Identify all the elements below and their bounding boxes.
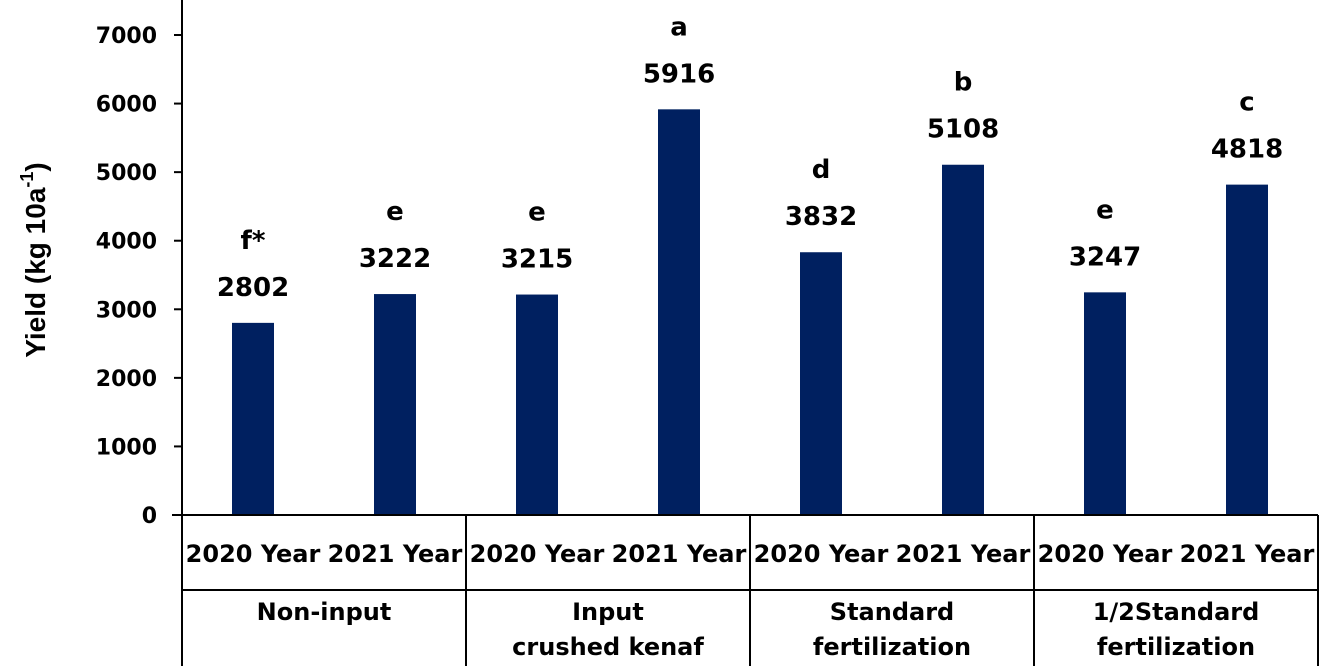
data-label-value: 5916 bbox=[643, 59, 715, 89]
data-label-value: 3832 bbox=[785, 202, 857, 232]
y-axis-tick-labels: 0 1000 2000 3000 4000 5000 6000 7000 bbox=[96, 24, 157, 529]
data-label-letter: c bbox=[1239, 88, 1254, 118]
group-label: fertilization bbox=[813, 633, 971, 661]
data-label-letter: e bbox=[528, 198, 546, 228]
data-label-letter: e bbox=[386, 197, 404, 227]
group-label: Non-input bbox=[257, 598, 392, 626]
y-tick-label: 2000 bbox=[96, 367, 157, 392]
y-tick-label: 6000 bbox=[96, 93, 157, 118]
data-label-value: 3247 bbox=[1069, 242, 1141, 272]
data-label-value: 3215 bbox=[501, 245, 573, 275]
group-label: 1/2Standard bbox=[1093, 598, 1260, 626]
bars bbox=[232, 109, 1268, 516]
data-label-letter: b bbox=[954, 68, 973, 98]
x-tick-label: 2020 Year bbox=[754, 540, 889, 568]
x-tick-label: 2020 Year bbox=[470, 540, 605, 568]
bar bbox=[232, 322, 274, 515]
x-tick-label: 2021 Year bbox=[1180, 540, 1315, 568]
group-label: Standard bbox=[830, 598, 954, 626]
data-label-letter: a bbox=[670, 12, 688, 42]
group-label: fertilization bbox=[1097, 633, 1255, 661]
x-tick-label: 2021 Year bbox=[896, 540, 1031, 568]
data-label-value: 5108 bbox=[927, 115, 999, 145]
x-tick-label: 2021 Year bbox=[612, 540, 747, 568]
y-tick-label: 4000 bbox=[96, 230, 157, 255]
x-axis-group-labels: Non-input Input crushed kenaf Standard ferti… bbox=[257, 598, 1260, 661]
x-tick-label: 2020 Year bbox=[186, 540, 321, 568]
data-label-value: 4818 bbox=[1211, 135, 1283, 165]
axes bbox=[172, 0, 1319, 666]
bar bbox=[516, 294, 558, 515]
data-label-value: 3222 bbox=[359, 244, 431, 274]
group-label: Input bbox=[572, 598, 644, 626]
data-label-value: 2802 bbox=[217, 273, 289, 303]
y-tick-label: 1000 bbox=[96, 435, 157, 460]
x-axis-category-labels: 2020 Year 2021 Year 2020 Year 2021 Year 2020… bbox=[186, 540, 1315, 568]
y-tick-label: 3000 bbox=[96, 298, 157, 323]
data-labels: 2802 f* 3222 e 3215 e 5916 a 3832 d 5108 b 3247 e 4818… bbox=[217, 12, 1283, 303]
data-label-letter: e bbox=[1096, 195, 1114, 225]
data-label-letter: f* bbox=[241, 226, 266, 256]
bar bbox=[1226, 184, 1268, 515]
y-axis-title: Yield (kg 10a-1) bbox=[17, 162, 51, 358]
y-tick-label: 7000 bbox=[96, 24, 157, 49]
x-tick-label: 2020 Year bbox=[1038, 540, 1173, 568]
group-label: crushed kenaf bbox=[512, 633, 704, 661]
bar bbox=[1084, 292, 1126, 515]
bar bbox=[374, 294, 416, 515]
bar bbox=[658, 109, 700, 516]
bar bbox=[942, 164, 984, 516]
bar bbox=[800, 252, 842, 515]
x-tick-label: 2021 Year bbox=[328, 540, 463, 568]
y-tick-label: 0 bbox=[142, 504, 157, 529]
y-tick-label: 5000 bbox=[96, 161, 157, 186]
data-label-letter: d bbox=[812, 155, 831, 185]
